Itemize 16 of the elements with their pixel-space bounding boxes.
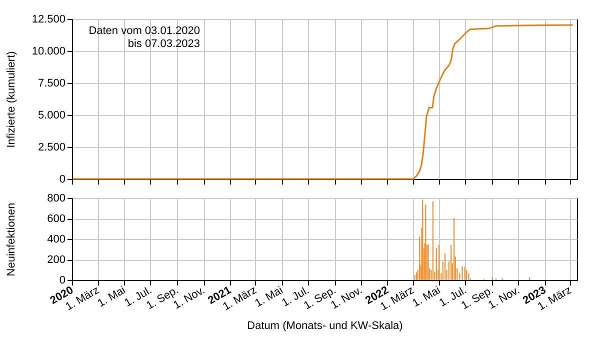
y-tick-label: 12.500 (32, 14, 66, 26)
y-tick-label: 800 (47, 192, 66, 204)
y-axis-title: Infizierte (kumuliert) (6, 51, 18, 148)
y-tick-label: 5.000 (38, 110, 66, 122)
y-tick-label: 2.500 (38, 142, 66, 154)
y-tick-label: 0 (59, 274, 66, 286)
x-axis-title: Datum (Monats- und KW-Skala) (247, 320, 403, 332)
y-tick-label: 400 (47, 234, 66, 246)
y-tick-label: 7.500 (38, 78, 66, 90)
y-axis-title: Neuinfektionen (6, 202, 18, 276)
y-tick-label: 10.000 (32, 46, 66, 58)
y-tick-label: 200 (47, 254, 66, 266)
y-tick-label: 600 (47, 213, 66, 225)
y-tick-label: 0 (59, 174, 66, 186)
annotation: Daten vom 03.01.2020 bis 07.03.2023 (88, 25, 200, 50)
line-series (72, 24, 574, 180)
